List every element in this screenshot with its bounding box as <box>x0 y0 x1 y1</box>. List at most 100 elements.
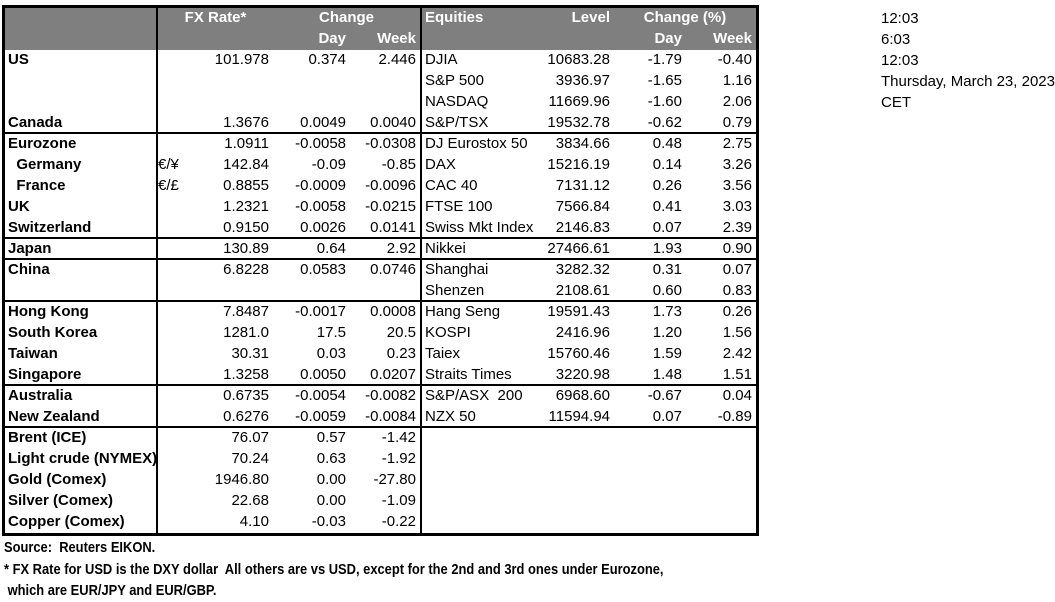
equity-day-change: 0.41 <box>652 198 682 215</box>
fx-row-germany: Germany €/¥ 142.84 -0.09 -0.85 <box>5 155 420 176</box>
fx-week-change: 0.23 <box>386 345 416 362</box>
fx-week-change: -0.0084 <box>365 408 416 425</box>
commodity-day-change: 0.63 <box>316 450 346 467</box>
fx-week-change: 0.0040 <box>370 114 416 131</box>
fx-day-change: -0.0009 <box>295 177 346 194</box>
fx-day-change: -0.0017 <box>295 303 346 320</box>
equity-week-change: 0.26 <box>722 303 752 320</box>
fx-pair-symbol <box>158 302 185 323</box>
commodity-row-label: Brent (ICE) <box>5 428 158 449</box>
equity-row-label: Swiss Mkt Index <box>425 219 534 236</box>
commodity-row-brent: Brent (ICE) 76.07 0.57 -1.42 <box>5 428 420 449</box>
equity-row-hang-seng: Hang Seng 19591.43 1.73 0.26 <box>422 302 756 323</box>
fx-row-uk: UK 1.2321 -0.0058 -0.0215 <box>5 197 420 218</box>
time-value: 12:03 <box>881 10 919 27</box>
equity-row-sptsx: S&P/TSX 19532.78 -0.62 0.79 <box>422 113 756 134</box>
fx-day-change: -0.0058 <box>295 135 346 152</box>
equity-level-value: 3936.97 <box>555 72 610 89</box>
fx-day-change: 0.0026 <box>300 219 346 236</box>
equity-row-label: KOSPI <box>425 324 471 341</box>
equity-row-dax: DAX 15216.19 0.14 3.26 <box>422 155 756 176</box>
fx-row-label: France <box>5 176 158 197</box>
equity-row-sp500: S&P 500 3936.97 -1.65 1.16 <box>422 71 756 92</box>
fx-day-change: 0.0050 <box>300 366 346 383</box>
commodity-price-value: 76.07 <box>231 429 269 446</box>
fx-pair-symbol <box>158 113 185 132</box>
fx-pair-symbol <box>158 386 185 407</box>
equity-week-change: 0.07 <box>722 261 752 278</box>
commodity-week-change: -1.09 <box>381 492 416 509</box>
fx-rate-value: 142.84 <box>223 156 269 173</box>
equity-day-change: -0.62 <box>647 114 682 131</box>
fx-row-label: Singapore <box>5 365 158 384</box>
equity-row-shanghai: Shanghai 3282.32 0.31 0.07 <box>422 260 756 281</box>
equity-row-label: DJ Eurostox 50 <box>425 135 528 152</box>
fx-row-label: Eurozone <box>5 134 158 155</box>
equity-level-value: 11669.96 <box>548 93 610 110</box>
source-line: Source: Reuters EIKON. <box>4 539 156 556</box>
fx-rate-footnote-line-2: which are EUR/JPY and EUR/GBP. <box>4 582 217 599</box>
equity-day-change: 0.07 <box>652 408 682 425</box>
fx-week-change: 0.0746 <box>370 261 416 278</box>
fx-row-label: US <box>5 50 158 71</box>
fx-day-change: 0.64 <box>316 240 346 257</box>
fx-day-change: 0.374 <box>308 51 346 68</box>
equity-week-change: 2.75 <box>722 135 752 152</box>
fx-rate-value: 0.6276 <box>223 408 269 425</box>
equities-day-header: Day <box>654 30 682 47</box>
fx-pair-symbol <box>158 344 185 365</box>
commodity-week-change: -1.92 <box>381 450 416 467</box>
fx-day-change: 0.0049 <box>300 114 346 131</box>
equity-row-kospi: KOSPI 2416.96 1.20 1.56 <box>422 323 756 344</box>
fx-header-blank <box>5 8 158 29</box>
equity-week-change: 2.42 <box>722 345 752 362</box>
fx-change-header: Change <box>318 9 374 26</box>
equity-level-value: 10683.28 <box>547 51 610 68</box>
equity-row-label: Hang Seng <box>425 303 501 320</box>
fx-table: FX Rate* Change Day Week US 101.978 0.37… <box>5 8 420 533</box>
equity-week-change: 2.39 <box>722 219 752 236</box>
equity-row-label: S&P/ASX 200 <box>425 387 523 404</box>
fx-rate-value: 1.3676 <box>223 114 269 131</box>
equity-row-label: Shenzen <box>425 282 485 299</box>
commodity-price-value: 4.10 <box>239 513 269 530</box>
equity-week-change: -0.40 <box>717 51 752 68</box>
fx-row-china: China 6.8228 0.0583 0.0746 <box>5 260 420 281</box>
equity-row-cac40: CAC 40 7131.12 0.26 3.56 <box>422 176 756 197</box>
equities-header-row-1: Equities Level Change (%) <box>422 8 756 29</box>
fx-row-label: South Korea <box>5 323 158 344</box>
equity-week-change: 1.16 <box>722 72 752 89</box>
equity-level-value: 3282.32 <box>555 261 610 278</box>
equity-level-value: 19532.78 <box>547 114 610 131</box>
commodity-price-value: 70.24 <box>231 450 269 467</box>
equity-week-change: 1.56 <box>722 324 752 341</box>
fx-rate-value: 1.0911 <box>224 135 269 152</box>
fx-pair-symbol <box>158 260 185 281</box>
equity-row-straits-times: Straits Times 3220.98 1.48 1.51 <box>422 365 756 386</box>
equity-row-label: CAC 40 <box>425 177 478 194</box>
fx-pair-symbol <box>158 323 185 344</box>
equity-row-label: NZX 50 <box>425 408 476 425</box>
equity-row-eurostox: DJ Eurostox 50 3834.66 0.48 2.75 <box>422 134 756 155</box>
equity-row-label: Straits Times <box>425 366 512 383</box>
fx-row-blank <box>5 281 420 302</box>
fx-rate-value: 30.31 <box>231 345 269 362</box>
equity-week-change: 1.51 <box>722 366 752 383</box>
equity-week-change: 3.03 <box>722 198 752 215</box>
fx-day-header: Day <box>318 30 346 47</box>
equity-row-nzx50: NZX 50 11594.94 0.07 -0.89 <box>422 407 756 428</box>
commodity-day-change: -0.03 <box>311 513 346 530</box>
fx-row-blank <box>5 71 420 92</box>
fx-rate-value: 0.9150 <box>223 219 269 236</box>
fx-week-change: 0.0207 <box>370 366 416 383</box>
equity-row-label: Nikkei <box>425 240 466 257</box>
equity-level-value: 15216.19 <box>547 156 610 173</box>
fx-rate-value: 130.89 <box>223 240 269 257</box>
equity-day-change: -1.79 <box>647 51 682 68</box>
fx-week-change: -0.0096 <box>365 177 416 194</box>
equity-day-change: -1.65 <box>647 72 682 89</box>
commodity-row-label: Copper (Comex) <box>5 512 158 533</box>
commodity-price-value: 1946.80 <box>214 471 269 488</box>
equity-day-change: 0.31 <box>652 261 682 278</box>
fx-pair-symbol <box>158 50 185 71</box>
